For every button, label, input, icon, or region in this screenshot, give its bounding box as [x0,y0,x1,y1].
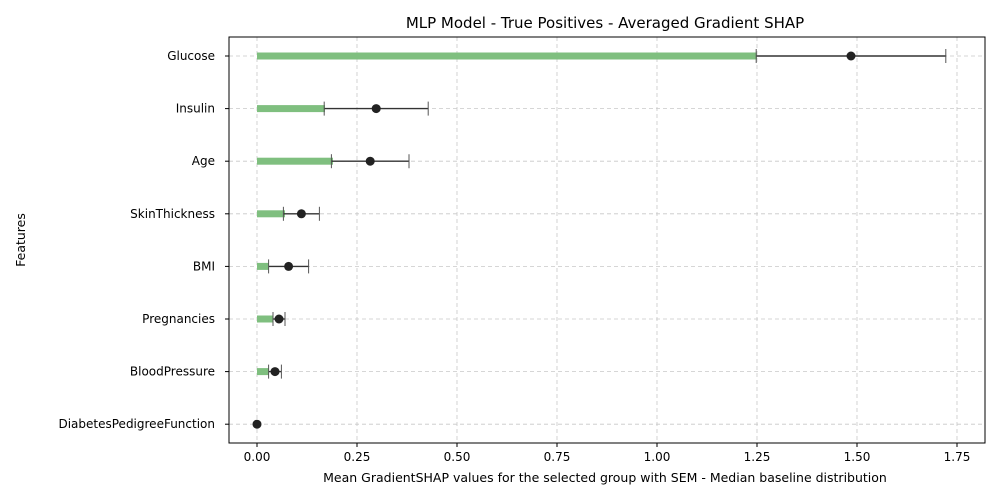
x-axis-ticks: 0.00 0.25 0.50 0.75 1.00 1.25 1.50 1.75 [244,443,971,464]
chart-title: MLP Model - True Positives - Averaged Gr… [406,14,804,32]
y-tick-label: Age [192,154,215,168]
mean-point [296,209,306,219]
y-tick-label: Glucose [167,49,215,63]
y-tick-label: SkinThickness [130,207,215,221]
feature-bar [257,105,325,113]
mean-point [274,314,284,324]
mean-point [365,156,375,166]
mean-point [270,367,280,377]
mean-point [284,261,294,271]
x-tick-label: 1.25 [744,450,771,464]
mean-point [252,419,262,429]
x-tick-label: 1.00 [644,450,671,464]
feature-bar [257,368,269,376]
feature-bar [257,210,285,218]
y-tick-label: BloodPressure [130,365,215,379]
feature-bar [257,52,757,60]
y-axis-label: Features [13,213,28,267]
x-tick-label: 1.50 [844,450,871,464]
mean-point [846,51,856,61]
y-tick-label: Pregnancies [142,312,215,326]
plot-frame [228,36,986,444]
feature-bar [257,262,269,270]
x-tick-label: 1.75 [944,450,971,464]
x-tick-label: 0.50 [444,450,471,464]
x-axis-label: Mean GradientSHAP values for the selecte… [323,470,887,485]
grid-lines [229,37,985,443]
feature-bar [257,157,333,165]
y-axis-ticks: Glucose Insulin Age SkinThickness BMI Pregnan… [58,49,229,431]
x-tick-label: 0.75 [544,450,571,464]
x-tick-label: 0.00 [244,450,271,464]
y-tick-label: BMI [193,259,215,273]
y-tick-label: DiabetesPedigreeFunction [58,417,215,431]
mean-point [371,104,381,114]
x-tick-label: 0.25 [344,450,371,464]
feature-bar [257,315,273,323]
y-tick-label: Insulin [176,102,215,116]
points-layer [252,51,856,429]
bars-layer [257,52,757,376]
